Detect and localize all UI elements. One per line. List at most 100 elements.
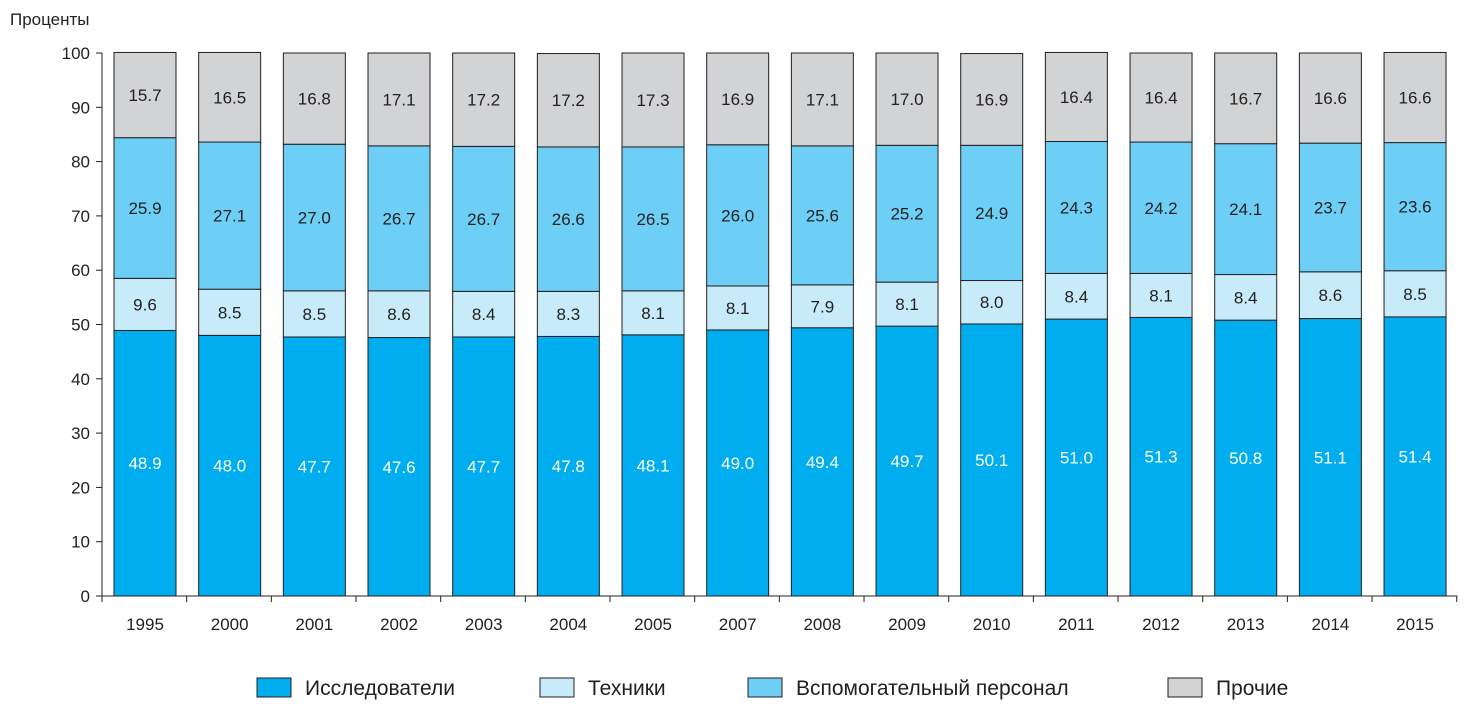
data-label: 27.1 bbox=[213, 207, 246, 226]
data-label: 50.8 bbox=[1229, 449, 1262, 468]
data-label: 51.1 bbox=[1314, 448, 1347, 467]
bar-segment bbox=[536, 53, 600, 148]
data-label: 17.1 bbox=[806, 90, 839, 109]
bar-segment bbox=[452, 336, 516, 597]
bar-segment bbox=[1298, 318, 1362, 597]
bar-segment bbox=[367, 52, 431, 147]
data-label: 26.5 bbox=[636, 210, 669, 229]
data-label: 8.5 bbox=[218, 303, 242, 322]
bar-segment bbox=[621, 334, 685, 597]
data-label: 17.2 bbox=[552, 91, 585, 110]
bar-segment bbox=[536, 146, 600, 292]
data-label: 16.9 bbox=[721, 90, 754, 109]
bar-segment bbox=[1214, 52, 1278, 145]
bar-segment bbox=[706, 144, 770, 287]
bar-segment bbox=[960, 280, 1024, 325]
bar-segment bbox=[621, 290, 685, 336]
bar-segment bbox=[1298, 271, 1362, 320]
data-label: 26.6 bbox=[552, 210, 585, 229]
bar-segment bbox=[198, 288, 262, 336]
legend-item: Техники bbox=[539, 677, 666, 700]
y-axis: 0 10 20 30 40 50 60 70 80 90 100 bbox=[62, 44, 103, 606]
x-tick-label: 2003 bbox=[465, 615, 503, 634]
bar-segment bbox=[621, 146, 685, 292]
data-label: 49.7 bbox=[890, 452, 923, 471]
x-axis: 1995 2000 2001 2002 2003 2004 2005 2007 2008 2009… bbox=[101, 595, 1458, 634]
data-label: 7.9 bbox=[811, 297, 835, 316]
y-tick-label: 30 bbox=[71, 424, 90, 443]
bar-segment bbox=[1129, 52, 1193, 143]
x-tick-label: 2001 bbox=[295, 615, 333, 634]
data-label: 48.1 bbox=[636, 456, 669, 475]
legend-item: Прочие bbox=[1167, 677, 1288, 700]
data-label: 8.1 bbox=[641, 304, 665, 323]
data-label: 51.3 bbox=[1144, 448, 1177, 467]
data-label: 8.1 bbox=[1149, 286, 1173, 305]
bar-segment bbox=[960, 323, 1024, 597]
x-tick-label: 2010 bbox=[973, 615, 1011, 634]
x-tick-label: 2012 bbox=[1142, 615, 1180, 634]
bar-column-2009: 49.7 8.1 25.2 17.0 bbox=[875, 52, 939, 597]
y-tick-label: 40 bbox=[71, 370, 90, 389]
bar-segment bbox=[875, 144, 939, 283]
data-label: 16.4 bbox=[1060, 88, 1093, 107]
legend-label: Исследователи bbox=[305, 677, 455, 700]
data-label: 23.7 bbox=[1314, 198, 1347, 217]
bar-column-2003: 47.7 8.4 26.7 17.2 bbox=[452, 52, 516, 597]
legend-item: Исследователи bbox=[256, 677, 455, 700]
data-label: 16.6 bbox=[1314, 89, 1347, 108]
data-label: 8.4 bbox=[472, 305, 496, 324]
bar-segment bbox=[790, 284, 854, 329]
y-tick-label: 100 bbox=[62, 44, 90, 63]
data-label: 8.4 bbox=[1065, 287, 1089, 306]
bar-column-2010: 50.1 8.0 24.9 16.9 bbox=[960, 53, 1024, 597]
data-label: 24.2 bbox=[1144, 199, 1177, 218]
bar-column-2015: 51.4 8.5 23.6 16.6 bbox=[1383, 51, 1447, 597]
bar-segment bbox=[706, 329, 770, 597]
bar-segment bbox=[452, 290, 516, 338]
data-label: 24.9 bbox=[975, 204, 1008, 223]
bar-column-2012: 51.3 8.1 24.2 16.4 bbox=[1129, 52, 1193, 597]
bar-segment bbox=[706, 52, 770, 146]
data-label: 51.0 bbox=[1060, 449, 1093, 468]
bar-segment bbox=[1383, 142, 1447, 272]
data-label: 49.0 bbox=[721, 454, 754, 473]
bar-segment bbox=[1214, 319, 1278, 597]
bar-column-2008: 49.4 7.9 25.6 17.1 bbox=[790, 52, 854, 597]
x-tick-label: 2000 bbox=[211, 615, 249, 634]
data-label: 16.9 bbox=[975, 90, 1008, 109]
bar-column-2000: 48.0 8.5 27.1 16.5 bbox=[198, 51, 262, 597]
data-label: 17.1 bbox=[382, 90, 415, 109]
y-tick-label: 20 bbox=[71, 478, 90, 497]
bar-segment bbox=[706, 285, 770, 331]
bar-segment bbox=[1383, 270, 1447, 318]
bar-column-2011: 51.0 8.4 24.3 16.4 bbox=[1044, 51, 1108, 597]
x-tick-label: 2014 bbox=[1311, 615, 1349, 634]
data-label: 49.4 bbox=[806, 453, 839, 472]
data-label: 24.1 bbox=[1229, 200, 1262, 219]
y-tick-label: 80 bbox=[71, 153, 90, 172]
data-label: 15.7 bbox=[128, 86, 161, 105]
legend-swatch bbox=[256, 677, 292, 698]
legend: Исследователи Техники Вспомогательный перс… bbox=[256, 677, 1288, 700]
legend-swatch bbox=[1167, 677, 1203, 698]
bar-segment bbox=[1129, 272, 1193, 318]
x-tick-label: 2011 bbox=[1058, 615, 1095, 634]
bar-segment bbox=[1129, 316, 1193, 597]
legend-label: Прочие bbox=[1216, 677, 1288, 700]
bar-column-2002: 47.6 8.6 26.7 17.1 bbox=[367, 52, 431, 597]
x-tick-label: 2013 bbox=[1227, 615, 1265, 634]
bar-column-2013: 50.8 8.4 24.1 16.7 bbox=[1214, 52, 1278, 597]
bar-segment bbox=[1214, 274, 1278, 321]
bar-segment bbox=[1044, 51, 1108, 143]
bar-segment bbox=[367, 290, 431, 339]
y-axis-label: Проценты bbox=[10, 10, 90, 29]
bar-segment bbox=[790, 327, 854, 597]
y-tick-label: 60 bbox=[71, 261, 90, 280]
y-tick-label: 70 bbox=[71, 207, 90, 226]
bar-segment bbox=[621, 52, 685, 148]
bar-segment bbox=[113, 329, 177, 597]
legend-swatch bbox=[539, 677, 575, 698]
bar-column-2001: 47.7 8.5 27.0 16.8 bbox=[282, 52, 346, 597]
data-label: 8.6 bbox=[1319, 286, 1343, 305]
